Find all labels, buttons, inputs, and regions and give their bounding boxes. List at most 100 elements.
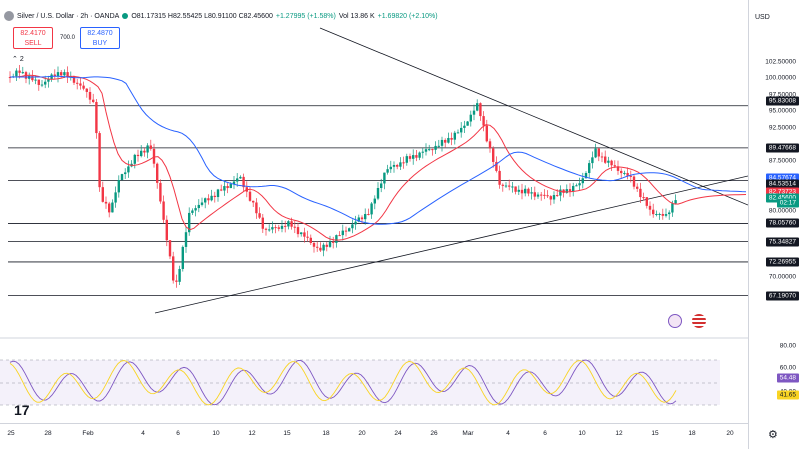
candle-body — [450, 137, 453, 140]
candle-body — [37, 79, 40, 85]
candle-body — [517, 189, 520, 192]
candle-body — [485, 125, 488, 142]
time-tick-label: 15 — [651, 430, 659, 437]
time-tick-label: 4 — [506, 430, 510, 437]
candle-body — [476, 103, 479, 111]
candle-body — [556, 195, 559, 197]
candle-body — [220, 189, 223, 191]
ascending-trendline — [154, 175, 749, 314]
candle-body — [364, 213, 367, 220]
candle-body — [248, 191, 252, 201]
candle-body — [287, 221, 290, 227]
rsi-tick-label: 60.00 — [779, 364, 796, 372]
candle-body — [408, 156, 412, 159]
indicators-toggle[interactable]: ⌃ 2 — [12, 55, 24, 63]
us-flag-icon[interactable] — [692, 314, 706, 328]
buy-button[interactable]: 82.4870 BUY — [80, 27, 120, 49]
candle-body — [172, 256, 175, 281]
candle-body — [15, 70, 18, 77]
time-tick-label: 18 — [688, 430, 696, 437]
candle-body — [639, 188, 642, 198]
candle-body — [434, 145, 437, 150]
candle-body — [322, 244, 325, 251]
candle-body — [472, 110, 476, 115]
candle-body — [197, 204, 200, 209]
price-level-badge: 89.47668 — [765, 143, 799, 153]
candle-body — [328, 241, 332, 247]
candle-body — [162, 201, 165, 220]
candle-body — [636, 186, 639, 189]
tradingview-logo-icon[interactable]: 17 — [14, 402, 30, 418]
candle-body — [469, 114, 472, 122]
price-level-badge: 82.73723 — [765, 187, 799, 197]
candle-body — [184, 232, 188, 247]
descending-trendline — [319, 27, 749, 206]
candle-body — [191, 210, 194, 213]
candle-body — [645, 197, 648, 206]
time-axis[interactable]: 25 28 Feb 4 6 10 12 15 18 20 24 26 Mar 4 6 10 12 15 18 20 — [0, 423, 748, 449]
sell-button[interactable]: 82.4170 SELL — [13, 27, 53, 49]
candle-body — [479, 103, 482, 117]
candle-body — [584, 173, 588, 179]
candle-body — [482, 116, 485, 126]
symbol-title[interactable]: Silver / U.S. Dollar · 2h · OANDA — [17, 12, 120, 20]
candle-body — [588, 163, 591, 174]
price-tick-label: 97.50000 — [768, 91, 796, 99]
candle-body — [114, 192, 117, 203]
candle-body — [380, 183, 383, 188]
candle-body — [527, 188, 530, 194]
candle-body — [159, 182, 162, 202]
candle-body — [82, 85, 85, 89]
candle-body — [261, 217, 264, 229]
candle-body — [428, 149, 431, 151]
candle-body — [642, 197, 645, 199]
time-tick-label: 6 — [543, 430, 547, 437]
candle-body — [652, 209, 655, 215]
volume-change: +1.69820 (+2.10%) — [377, 12, 438, 20]
candle-body — [495, 161, 498, 171]
candle-body — [226, 186, 229, 189]
candle-body — [207, 198, 210, 201]
candle-body — [648, 205, 652, 210]
ema-slow-line — [10, 75, 747, 225]
candle-body — [405, 156, 408, 163]
candle-body — [546, 195, 549, 197]
rsi-line — [9, 359, 677, 406]
candle-body — [613, 165, 616, 167]
chart-legend: Silver / U.S. Dollar · 2h · OANDA O81.17… — [4, 11, 438, 21]
candle-body — [332, 241, 335, 243]
sell-price: 82.4170 — [20, 30, 46, 37]
chevron-up-icon: ⌃ — [12, 56, 18, 63]
candle-body — [101, 187, 104, 202]
buy-label: BUY — [92, 40, 108, 47]
rsi-value-badge: 54.48 — [776, 373, 799, 383]
candle-body — [466, 121, 469, 126]
candle-body — [383, 172, 386, 184]
candle-body — [543, 194, 546, 196]
price-axis[interactable]: USD 102.50000 100.00000 97.50000 95.00000 92… — [748, 0, 800, 449]
economic-event-icon[interactable] — [668, 314, 682, 328]
candle-body — [290, 221, 293, 227]
price-chart-canvas[interactable] — [0, 0, 749, 423]
candle-body — [229, 184, 232, 189]
candle-body — [76, 82, 79, 84]
candle-body — [591, 157, 594, 164]
rsi-value-badge: 41.65 — [776, 390, 799, 400]
time-tick-label: Mar — [462, 430, 474, 437]
candle-body — [47, 79, 50, 82]
gear-icon[interactable]: ⚙ — [768, 429, 778, 441]
candle-body — [312, 242, 316, 247]
candle-body — [620, 170, 623, 174]
market-open-icon — [122, 13, 129, 19]
candle-body — [444, 139, 447, 143]
time-tick-label: Feb — [82, 430, 94, 437]
candle-body — [453, 132, 456, 140]
candle-body — [514, 186, 517, 192]
currency-label: USD — [755, 14, 770, 21]
candle-body — [376, 187, 380, 199]
candle-body — [492, 148, 495, 162]
candle-body — [671, 203, 674, 213]
time-tick-label: 24 — [394, 430, 402, 437]
chart-area[interactable]: Silver / U.S. Dollar · 2h · OANDA O81.17… — [0, 0, 749, 423]
candle-body — [306, 236, 309, 238]
